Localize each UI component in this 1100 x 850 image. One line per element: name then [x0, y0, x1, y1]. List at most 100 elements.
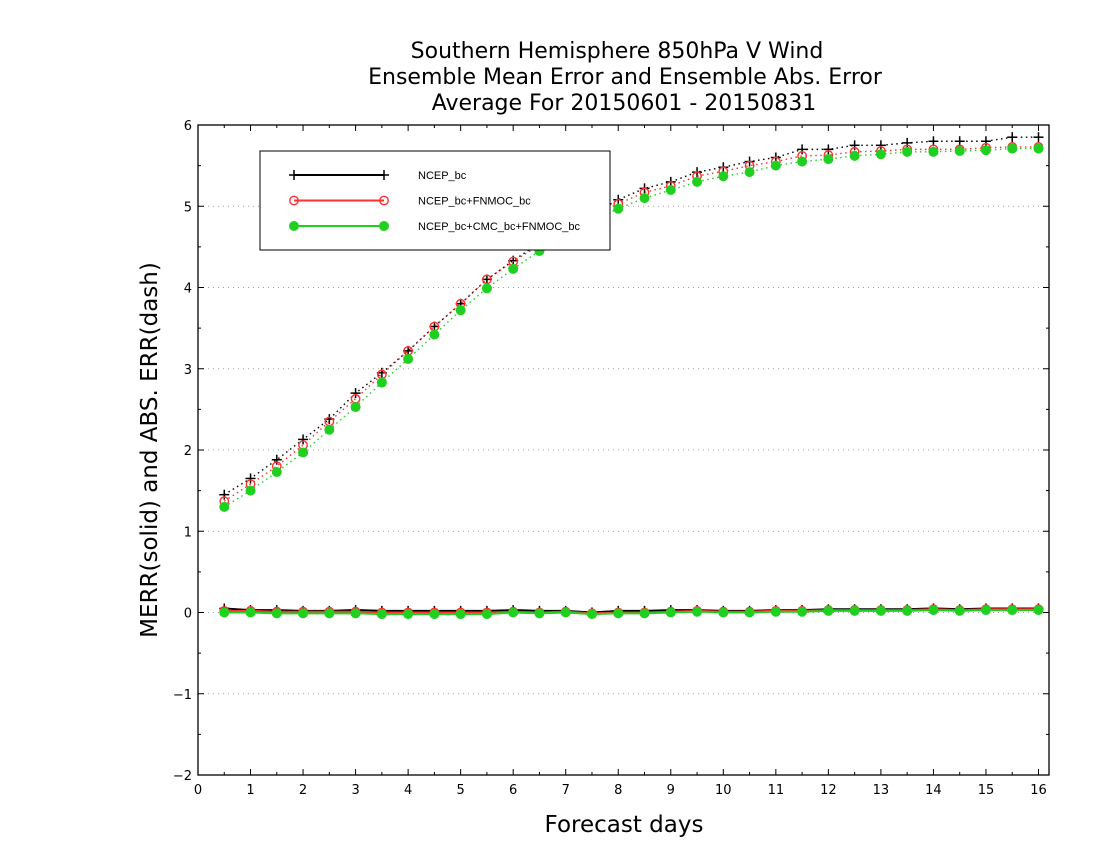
- abs-err-point: [1007, 143, 1018, 154]
- abs-err-point: [849, 140, 860, 151]
- abs-err-point: [508, 263, 519, 274]
- grid: [198, 205, 1049, 695]
- legend-marker: [379, 195, 389, 206]
- mean-err-point: [271, 608, 282, 619]
- abs-err-point: [481, 283, 492, 294]
- x-tick-label: 13: [873, 783, 890, 798]
- mean-err-point: [586, 609, 597, 620]
- legend-entry: NCEP_bc+CMC_bc+FNMOC_bc: [289, 221, 580, 233]
- abs-err-point: [1007, 132, 1018, 143]
- title-line-3: Average For 20150601 - 20150831: [432, 91, 817, 116]
- abs-err-point: [797, 144, 808, 155]
- x-tick-label: 8: [614, 783, 622, 798]
- y-tick-label: 1: [184, 525, 192, 540]
- legend-marker: [379, 170, 389, 180]
- mean-err-point: [849, 605, 860, 616]
- abs-err-point: [1033, 132, 1044, 143]
- x-tick-label: 4: [404, 783, 412, 798]
- abs-err-point: [271, 454, 282, 465]
- mean-err-point: [534, 608, 545, 619]
- x-tick-label: 10: [715, 783, 732, 798]
- x-tick-label: 1: [246, 783, 254, 798]
- title-line-1: Southern Hemisphere 850hPa V Wind: [411, 39, 824, 64]
- y-tick-label: 2: [184, 444, 192, 459]
- mean-err-point: [455, 609, 466, 620]
- abs-err-point: [350, 388, 361, 399]
- legend-entry: NCEP_bc: [289, 170, 467, 182]
- y-tick-label: 5: [184, 200, 192, 215]
- abs-err-point: [613, 203, 624, 214]
- mean-err-point: [481, 609, 492, 620]
- abs-err-point: [219, 489, 230, 500]
- legend-entry: NCEP_bc+FNMOC_bc: [289, 195, 531, 208]
- abs-err-point: [245, 485, 256, 496]
- abs-err-point: [298, 447, 309, 458]
- abs-err-point: [350, 401, 361, 412]
- abs-err-point: [980, 145, 991, 156]
- abs-err-point: [744, 167, 755, 178]
- x-tick-label: 15: [978, 783, 995, 798]
- abs-err-point: [481, 274, 492, 285]
- abs-err-point: [980, 136, 991, 147]
- x-tick-label: 11: [768, 783, 785, 798]
- mean-err-point: [954, 605, 965, 616]
- mean-err-point: [324, 608, 335, 619]
- y-axis-label: MERR(solid) and ABS. ERR(dash): [137, 262, 163, 638]
- y-tick-label: −1: [173, 688, 192, 703]
- abs-err-point: [219, 501, 230, 512]
- abs-err-point: [271, 466, 282, 477]
- mean-err-point: [508, 607, 519, 618]
- x-tick-label: 0: [194, 783, 202, 798]
- title-line-2: Ensemble Mean Error and Ensemble Abs. Er…: [368, 65, 883, 90]
- abs-err-point: [902, 146, 913, 157]
- mean-err-point: [429, 609, 440, 620]
- legend-marker: [289, 195, 299, 206]
- abs-err-point: [849, 150, 860, 161]
- mean-err-point: [718, 607, 729, 618]
- abs-err-point: [324, 424, 335, 435]
- x-tick-label: 14: [925, 783, 942, 798]
- legend-marker: [289, 221, 299, 231]
- x-tick-label: 7: [562, 783, 570, 798]
- x-tick-label: 16: [1030, 783, 1047, 798]
- abs-err-point: [692, 176, 703, 187]
- mean-err-point: [350, 608, 361, 619]
- x-tick-label: 2: [299, 783, 307, 798]
- mean-err-point: [245, 607, 256, 618]
- legend-marker: [379, 221, 389, 231]
- mean-err-point: [770, 606, 781, 617]
- abs-err-point: [823, 144, 834, 155]
- abs-err-point: [875, 149, 886, 160]
- mean-err-point: [744, 607, 755, 618]
- legend-label: NCEP_bc+CMC_bc+FNMOC_bc: [418, 221, 580, 233]
- chart-title: Southern Hemisphere 850hPa V Wind Ensemb…: [368, 39, 883, 116]
- abs-err-point: [455, 305, 466, 316]
- abs-err-point: [429, 329, 440, 340]
- x-tick-label: 3: [351, 783, 359, 798]
- abs-err-point: [376, 377, 387, 388]
- legend-label: NCEP_bc: [418, 170, 467, 182]
- x-tick-label: 6: [509, 783, 517, 798]
- abs-err-point: [245, 473, 256, 484]
- x-axis-label: Forecast days: [545, 812, 704, 838]
- y-tick-label: 4: [184, 282, 192, 297]
- abs-err-point: [928, 146, 939, 157]
- mean-err-point: [692, 606, 703, 617]
- abs-err-point: [902, 137, 913, 148]
- mean-err-point: [560, 607, 571, 618]
- x-tick-label: 5: [457, 783, 465, 798]
- mean-err-point: [797, 606, 808, 617]
- mean-err-point: [639, 608, 650, 619]
- abs-err-point: [797, 156, 808, 167]
- abs-err-point: [639, 193, 650, 204]
- mean-err-point: [928, 605, 939, 616]
- abs-err-point: [954, 146, 965, 156]
- mean-err-point: [403, 609, 414, 620]
- abs-err-line: [223, 146, 1039, 502]
- mean-err-point: [376, 609, 387, 620]
- legend-label: NCEP_bc+FNMOC_bc: [418, 196, 531, 208]
- y-tick-label: 6: [184, 119, 192, 134]
- mean-err-point: [219, 607, 230, 618]
